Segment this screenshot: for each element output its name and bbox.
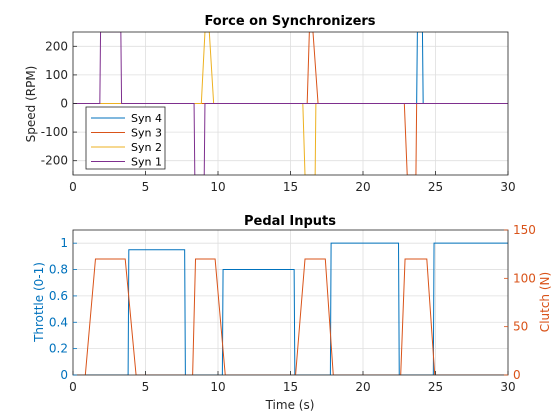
y-right-tick-label: 50 xyxy=(513,320,528,334)
y-tick-label: 1 xyxy=(60,236,68,250)
legend-label-syn-2: Syn 2 xyxy=(131,141,162,154)
y-tick-label: -100 xyxy=(41,125,68,139)
x-tick-label: 10 xyxy=(210,180,225,194)
y-tick-label: 0.2 xyxy=(49,342,68,356)
x-tick-label: 0 xyxy=(69,180,77,194)
y-tick-label: 0 xyxy=(60,368,68,382)
x-tick-label: 5 xyxy=(142,380,150,394)
legend-box xyxy=(85,106,166,170)
chart-title-synchronizers: Force on Synchronizers xyxy=(204,14,375,29)
legend-label-syn-4: Syn 4 xyxy=(131,112,162,125)
series-line-syn-1 xyxy=(73,32,508,175)
legend-label-syn-1: Syn 1 xyxy=(131,156,162,169)
y-right-tick-label: 150 xyxy=(513,223,536,237)
legend-label-syn-3: Syn 3 xyxy=(131,127,162,140)
x-tick-label: 20 xyxy=(355,380,370,394)
x-tick-label: 15 xyxy=(283,180,298,194)
y-tick-label: -200 xyxy=(41,154,68,168)
series-line-throttle xyxy=(73,242,508,375)
y-tick-label: 0.6 xyxy=(49,289,68,303)
axes-synchronizers: Force on Synchronizers 0 5 10 15 20 25 30 -200 -… xyxy=(24,14,516,194)
y-tick-label: 0.8 xyxy=(49,263,68,277)
y-tick-label: 0.4 xyxy=(49,315,68,329)
x-tick-label: 0 xyxy=(69,380,77,394)
x-tick-label: 20 xyxy=(355,180,370,194)
x-tick-label: 25 xyxy=(428,180,443,194)
x-tick-label: 30 xyxy=(500,380,515,394)
y-axis-label-throttle: Throttle (0-1) xyxy=(32,262,46,343)
x-tick-label: 15 xyxy=(283,380,298,394)
chart-title-pedal-inputs: Pedal Inputs xyxy=(244,214,336,229)
series-line-clutch xyxy=(73,258,508,375)
y-right-tick-label: 100 xyxy=(513,271,536,285)
y-axis-label-speed: Speed (RPM) xyxy=(24,66,38,143)
x-tick-label: 25 xyxy=(428,380,443,394)
ticks-synchronizers: 0 5 10 15 20 25 30 -200 -100 0 100 200 xyxy=(41,39,516,194)
series-synchronizers xyxy=(73,32,508,175)
y-tick-label: 200 xyxy=(45,39,68,53)
axes-pedal-inputs: Pedal Inputs 0 5 10 15 20 25 3000.20.40.60.810… xyxy=(32,214,552,412)
y-tick-label: 100 xyxy=(45,68,68,82)
series-pedal-inputs xyxy=(73,242,508,375)
x-axis-label-time: Time (s) xyxy=(265,398,315,412)
y-axis-label-clutch: Clutch (N) xyxy=(538,272,552,332)
x-tick-label: 30 xyxy=(500,180,515,194)
y-tick-label: 0 xyxy=(60,97,68,111)
y-right-tick-label: 0 xyxy=(513,368,521,382)
x-tick-label: 10 xyxy=(210,380,225,394)
x-tick-label: 5 xyxy=(142,180,150,194)
